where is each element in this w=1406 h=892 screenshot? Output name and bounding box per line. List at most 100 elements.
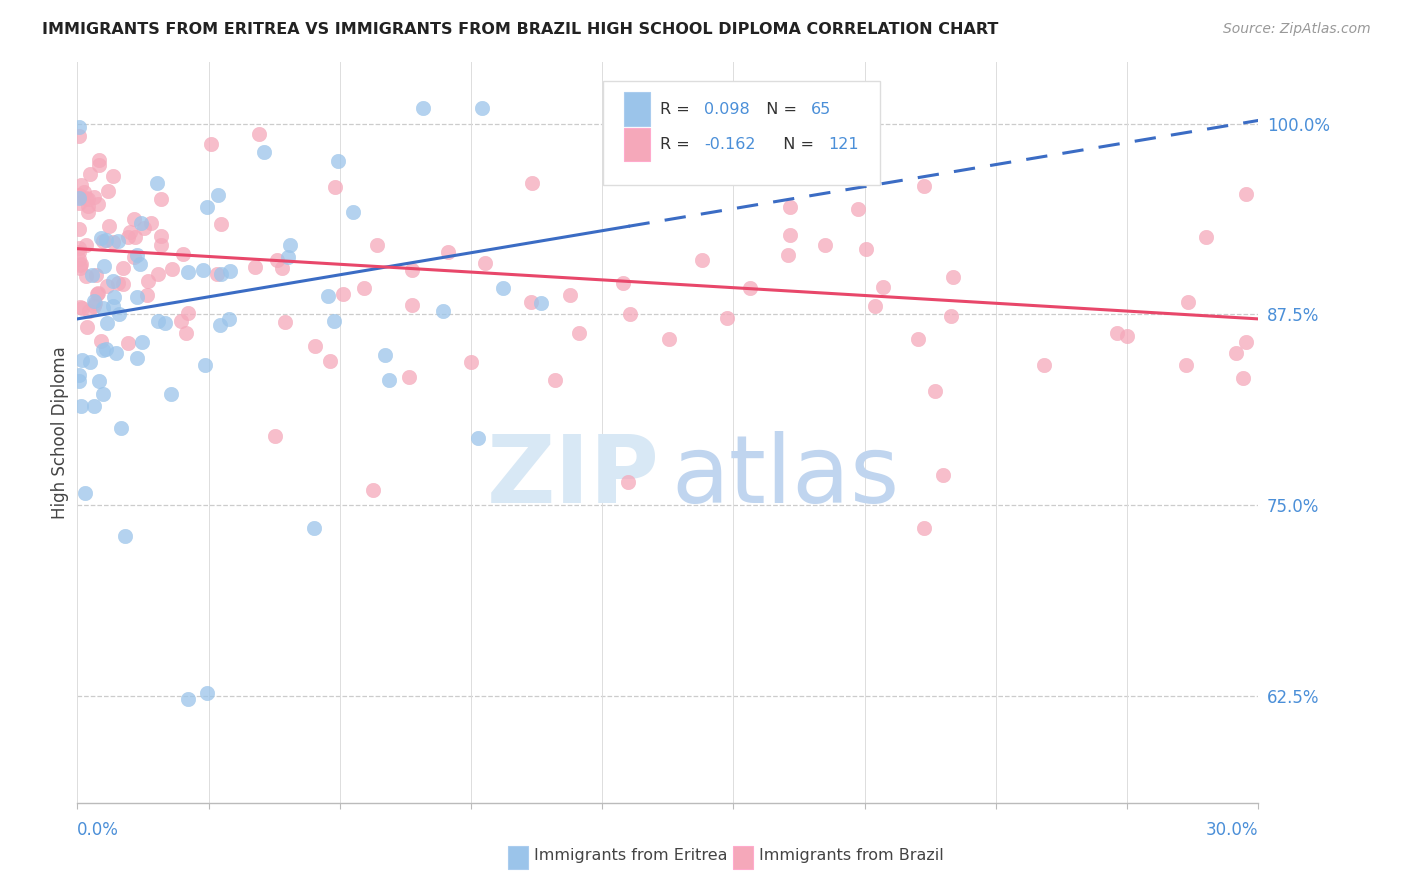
Point [94, 343, 117, 357]
Point [75, 486, 97, 500]
Point [1175, 358, 1198, 372]
Point [67, 191, 90, 205]
Text: Source: ZipAtlas.com: Source: ZipAtlas.com [1223, 22, 1371, 37]
Point [361, 483, 384, 497]
Point [110, 420, 132, 434]
Point [366, 238, 388, 252]
Point [89, 374, 111, 388]
Point [492, 281, 515, 295]
Point [114, 529, 136, 543]
Point [70, 301, 93, 316]
Point [814, 237, 837, 252]
Point [67, 222, 90, 236]
Point [129, 216, 152, 230]
Point [150, 237, 173, 252]
Point [253, 145, 276, 160]
Point [73, 185, 96, 199]
Point [112, 261, 135, 276]
Text: R =: R = [659, 102, 695, 117]
Point [87, 285, 110, 300]
Point [1177, 294, 1199, 309]
Point [177, 306, 200, 320]
Point [1195, 230, 1218, 244]
Point [86, 286, 108, 301]
Bar [509, 846, 529, 870]
Text: 0.098: 0.098 [704, 102, 751, 117]
Point [90, 231, 112, 245]
Point [101, 169, 124, 184]
Point [67, 195, 90, 210]
Point [544, 373, 567, 387]
Bar [624, 93, 650, 126]
Point [83, 293, 105, 308]
Point [96, 279, 118, 293]
Point [779, 200, 801, 214]
Text: -0.162: -0.162 [704, 137, 756, 153]
Point [266, 252, 288, 267]
Text: 65: 65 [811, 102, 831, 117]
Text: atlas: atlas [672, 431, 900, 523]
Point [101, 235, 124, 249]
Point [617, 475, 640, 490]
Point [105, 346, 128, 360]
Point [208, 318, 231, 332]
Point [107, 276, 129, 290]
Point [520, 295, 543, 310]
Point [872, 280, 894, 294]
Point [86, 268, 108, 282]
Point [1234, 187, 1257, 202]
Point [218, 312, 240, 326]
Point [146, 267, 169, 281]
Point [75, 238, 97, 252]
Point [568, 326, 591, 341]
Point [91, 387, 114, 401]
Point [195, 200, 218, 214]
Point [117, 230, 139, 244]
Point [67, 187, 90, 202]
Point [432, 303, 454, 318]
Point [176, 692, 198, 706]
Point [302, 521, 325, 535]
Text: N =: N = [756, 102, 803, 117]
Point [153, 316, 176, 330]
Point [173, 246, 195, 260]
Point [76, 199, 98, 213]
Point [1105, 326, 1128, 341]
Point [412, 101, 434, 115]
Text: ZIP: ZIP [486, 431, 659, 523]
Point [150, 192, 173, 206]
Bar [624, 128, 650, 161]
Text: N =: N = [773, 137, 820, 153]
Point [941, 309, 963, 323]
Point [319, 354, 342, 368]
Point [316, 288, 339, 302]
Point [117, 335, 139, 350]
Point [98, 219, 121, 233]
Point [612, 276, 634, 290]
Point [107, 234, 129, 248]
FancyBboxPatch shape [603, 81, 880, 185]
Point [942, 269, 965, 284]
Point [79, 167, 101, 181]
Point [67, 244, 90, 259]
Point [135, 287, 157, 301]
Point [195, 686, 218, 700]
Point [520, 176, 543, 190]
Point [619, 307, 641, 321]
Text: IMMIGRANTS FROM ERITREA VS IMMIGRANTS FROM BRAZIL HIGH SCHOOL DIPLOMA CORRELATIO: IMMIGRANTS FROM ERITREA VS IMMIGRANTS FR… [42, 22, 998, 37]
Point [174, 326, 197, 341]
Point [139, 216, 162, 230]
Point [270, 260, 292, 275]
Point [779, 227, 801, 242]
Point [398, 370, 420, 384]
Point [125, 290, 148, 304]
Point [304, 339, 326, 353]
Point [353, 281, 375, 295]
Point [97, 184, 120, 198]
Point [69, 300, 91, 314]
Point [846, 202, 869, 216]
Point [278, 237, 301, 252]
Point [160, 386, 183, 401]
Point [69, 399, 91, 413]
Point [67, 190, 90, 204]
